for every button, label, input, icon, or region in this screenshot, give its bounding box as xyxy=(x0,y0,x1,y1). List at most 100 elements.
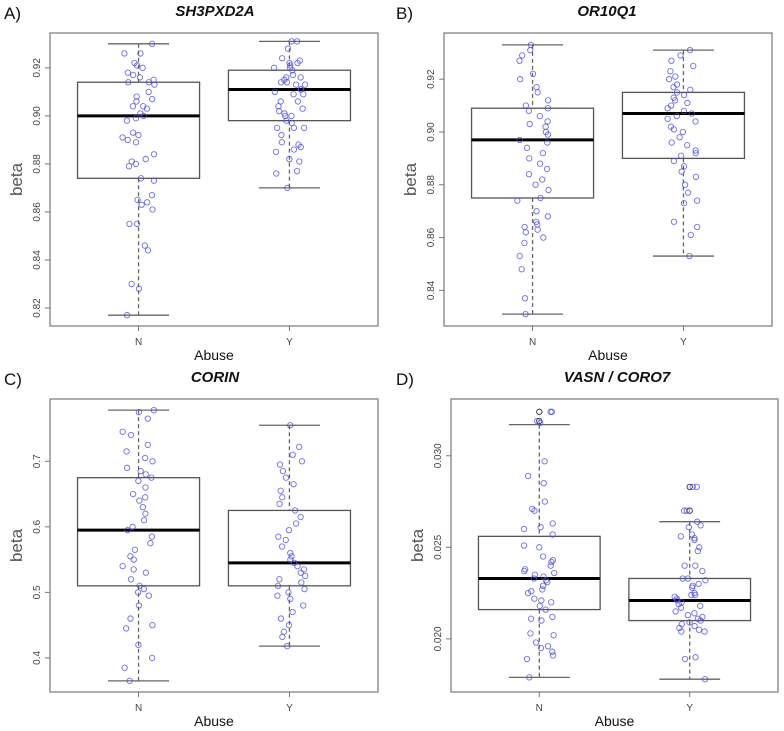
data-point xyxy=(519,52,526,59)
data-point xyxy=(550,632,557,639)
panel-a: 0.82 0.84 0.86 0.88 0.90 0.92 beta Abuse N Y A) S… xyxy=(0,0,392,365)
data-point xyxy=(689,483,696,491)
data-point xyxy=(126,220,133,228)
data-point xyxy=(135,408,143,416)
data-point xyxy=(138,201,145,208)
x-tick-label: N xyxy=(135,337,142,348)
x-tick-label: Y xyxy=(286,703,293,714)
data-point xyxy=(539,553,547,560)
data-point xyxy=(137,50,144,57)
data-point xyxy=(285,526,293,534)
y-tick-label: 0.030 xyxy=(433,443,444,468)
boxplot-chart: 0.82 0.84 0.86 0.88 0.90 0.92 beta Abuse N Y xyxy=(7,32,379,363)
data-point xyxy=(694,518,701,525)
data-point xyxy=(544,643,552,650)
data-point xyxy=(686,47,694,54)
y-tick-label: 0.88 xyxy=(32,154,43,174)
data-point xyxy=(701,628,708,635)
data-point xyxy=(280,628,288,635)
data-point xyxy=(289,608,296,616)
data-point xyxy=(299,105,306,112)
iqr-box xyxy=(477,535,601,611)
y-tick-label: 0.84 xyxy=(426,280,437,300)
data-point xyxy=(124,69,132,76)
data-point xyxy=(148,40,156,47)
data-point xyxy=(150,76,157,83)
data-point xyxy=(545,97,552,104)
data-point xyxy=(678,628,685,635)
data-point xyxy=(684,189,692,196)
data-point xyxy=(123,448,130,455)
data-point xyxy=(276,461,284,468)
data-point xyxy=(140,517,148,524)
data-point xyxy=(549,556,557,564)
data-point xyxy=(530,575,538,582)
data-point xyxy=(521,295,529,302)
data-point xyxy=(143,105,151,112)
data-point xyxy=(525,107,533,115)
data-point xyxy=(133,220,141,228)
data-point xyxy=(670,126,677,133)
data-point xyxy=(701,676,709,683)
data-point xyxy=(533,218,540,225)
data-point xyxy=(694,547,701,555)
data-point xyxy=(135,131,142,139)
data-point xyxy=(279,467,287,475)
data-point xyxy=(278,543,286,550)
data-point xyxy=(691,622,698,630)
data-point xyxy=(537,644,545,652)
data-point xyxy=(297,513,304,521)
data-point xyxy=(147,540,154,547)
data-point xyxy=(289,71,297,79)
data-point xyxy=(537,524,544,531)
data-point xyxy=(286,59,293,67)
y-tick-label: 0.020 xyxy=(433,626,444,651)
data-point xyxy=(548,599,555,606)
y-tick-label: 0.6 xyxy=(32,519,43,533)
data-point xyxy=(142,494,149,501)
data-point xyxy=(129,523,136,530)
data-point xyxy=(540,234,547,241)
data-point xyxy=(300,602,307,609)
data-point xyxy=(532,181,539,188)
data-point xyxy=(692,149,699,157)
data-point xyxy=(526,120,533,128)
data-point xyxy=(124,526,131,534)
boxplot-chart: 0.4 0.5 0.6 0.7 beta Abuse N Y xyxy=(7,398,379,729)
data-point xyxy=(678,168,685,175)
data-point xyxy=(521,567,528,575)
data-point xyxy=(140,112,147,120)
data-point xyxy=(144,247,152,254)
data-point xyxy=(544,131,552,138)
data-point xyxy=(287,556,294,563)
data-point xyxy=(688,110,695,117)
data-point xyxy=(677,604,685,611)
data-point xyxy=(298,458,306,465)
data-point xyxy=(288,38,295,45)
data-point xyxy=(667,68,674,75)
data-point xyxy=(126,677,133,685)
chart-title: OR10Q1 xyxy=(577,3,637,20)
data-point xyxy=(697,522,704,529)
boxplot-chart: 0.020 0.025 0.030 beta Abuse N Y xyxy=(408,398,779,729)
data-point xyxy=(529,70,537,78)
data-point xyxy=(132,160,140,168)
data-point xyxy=(686,252,693,260)
y-tick-label: 0.92 xyxy=(426,69,437,89)
data-point xyxy=(130,556,137,563)
data-point xyxy=(142,471,149,478)
x-axis-label: Abuse xyxy=(194,713,234,729)
data-point xyxy=(122,625,130,632)
data-point xyxy=(129,103,137,110)
data-point xyxy=(521,223,528,231)
data-point xyxy=(130,566,137,573)
data-point xyxy=(668,139,675,146)
chart-title: VASN / CORO7 xyxy=(563,369,671,386)
data-point xyxy=(290,146,298,153)
data-point xyxy=(693,483,700,491)
x-axis-label: Abuse xyxy=(595,713,635,729)
y-tick-label: 0.92 xyxy=(32,58,43,78)
data-point xyxy=(290,481,297,488)
data-point xyxy=(297,569,304,576)
data-point xyxy=(680,91,688,99)
